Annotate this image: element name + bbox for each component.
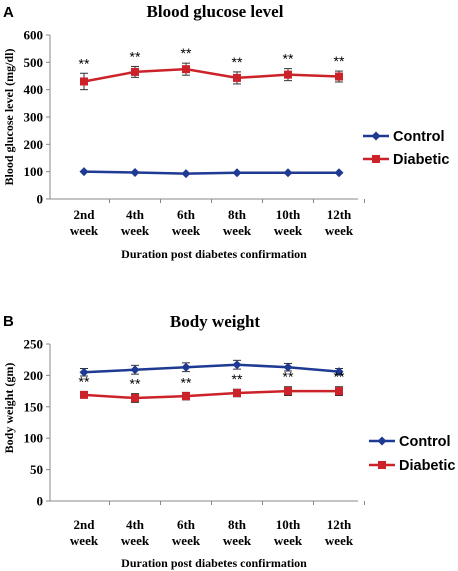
- y-tick-label: 50: [30, 462, 43, 477]
- significance-label: **: [232, 54, 243, 70]
- y-tick-label: 0: [37, 494, 44, 509]
- x-tick-label: 8th: [228, 207, 247, 222]
- x-tick-label: 6th: [177, 517, 196, 532]
- data-point-diabetic: [80, 390, 88, 399]
- data-point-control: [79, 367, 89, 377]
- data-point-diabetic: [284, 70, 292, 79]
- x-tick-label: week: [325, 223, 354, 238]
- series-line-diabetic: [83, 67, 340, 83]
- data-point-diabetic: [131, 394, 139, 403]
- legend-label-diabetic: Diabetic: [399, 458, 455, 474]
- legend-marker-diabetic: [372, 155, 380, 163]
- x-tick-label: week: [121, 223, 150, 238]
- x-tick-label: 4th: [126, 207, 145, 222]
- significance-label: **: [334, 53, 345, 69]
- y-tick-label: 100: [24, 164, 44, 179]
- x-tick-label: 12th: [327, 207, 352, 222]
- legend-label-control: Control: [393, 129, 445, 145]
- y-tick-label: 200: [24, 368, 44, 383]
- data-point-control: [181, 362, 191, 372]
- legend-marker-control: [377, 436, 387, 446]
- x-tick-label: week: [121, 533, 150, 548]
- x-tick-label: week: [70, 223, 99, 238]
- x-tick-label: 10th: [276, 517, 301, 532]
- data-point-control: [232, 168, 242, 178]
- y-tick-label: 300: [24, 110, 44, 125]
- panel-label-a: A: [3, 4, 14, 21]
- data-point-control: [130, 167, 140, 177]
- significance-label: **: [181, 374, 192, 390]
- data-point-diabetic: [80, 77, 88, 86]
- data-point-diabetic: [335, 387, 343, 396]
- significance-label: **: [130, 376, 141, 392]
- y-tick-label: 150: [24, 399, 44, 414]
- legend-label-diabetic: Diabetic: [393, 152, 449, 168]
- legend-marker-diabetic: [378, 461, 386, 469]
- x-tick-label: 4th: [126, 517, 145, 532]
- chart-title-b: Body weight: [170, 312, 261, 331]
- data-point-diabetic: [335, 72, 343, 81]
- y-tick-label: 100: [24, 431, 44, 446]
- x-tick-label: week: [325, 533, 354, 548]
- x-tick-label: week: [274, 533, 303, 548]
- y-tick-label: 500: [24, 55, 44, 70]
- legend-label-control: Control: [399, 434, 451, 450]
- data-point-control: [181, 169, 191, 179]
- data-point-control: [232, 360, 242, 370]
- data-point-control: [130, 365, 140, 375]
- y-tick-label: 400: [24, 82, 44, 97]
- y-axis-title-b: Body weight (gm): [2, 363, 16, 454]
- significance-label: **: [79, 374, 90, 390]
- significance-label: **: [181, 45, 192, 61]
- data-point-control: [334, 367, 344, 377]
- data-point-control: [283, 168, 293, 178]
- significance-label: **: [130, 48, 141, 64]
- x-tick-label: week: [223, 533, 252, 548]
- data-point-diabetic: [182, 392, 190, 401]
- x-tick-label: week: [70, 533, 99, 548]
- significance-label: **: [283, 51, 294, 67]
- x-tick-label: week: [274, 223, 303, 238]
- y-tick-label: 0: [37, 192, 44, 207]
- series-line-control: [83, 363, 340, 374]
- significance-label: **: [283, 369, 294, 385]
- legend-marker-control: [371, 131, 381, 141]
- panel-label-b: B: [3, 313, 14, 330]
- significance-label: **: [79, 55, 90, 71]
- series-line-diabetic: [83, 389, 339, 400]
- data-point-diabetic: [182, 65, 190, 74]
- y-tick-label: 200: [24, 137, 44, 152]
- data-point-control: [334, 168, 344, 178]
- x-tick-label: 2nd: [74, 517, 96, 532]
- x-tick-label: 12th: [327, 517, 352, 532]
- series-line-control: [83, 170, 339, 175]
- data-point-control: [79, 167, 89, 177]
- x-axis-title-a: Duration post diabetes confirmation: [121, 247, 307, 261]
- y-tick-label: 600: [24, 28, 44, 43]
- x-tick-label: 6th: [177, 207, 196, 222]
- x-tick-label: 8th: [228, 517, 247, 532]
- significance-label: **: [232, 371, 243, 387]
- y-tick-label: 250: [24, 337, 44, 352]
- data-point-diabetic: [233, 73, 241, 82]
- plot-layer: 01002003004005006002ndweek4thweek6thweek…: [24, 28, 456, 549]
- data-point-diabetic: [284, 387, 292, 396]
- data-point-diabetic: [233, 388, 241, 397]
- x-tick-label: 10th: [276, 207, 301, 222]
- x-tick-label: 2nd: [74, 207, 96, 222]
- data-point-control: [283, 362, 293, 372]
- x-tick-label: week: [223, 223, 252, 238]
- x-tick-label: week: [172, 223, 201, 238]
- data-point-diabetic: [131, 67, 139, 76]
- significance-label: **: [334, 369, 345, 385]
- x-axis-title-b: Duration post diabetes confirmation: [121, 556, 307, 570]
- chart-title-a: Blood glucose level: [147, 2, 284, 21]
- x-tick-label: week: [172, 533, 201, 548]
- y-axis-title-a: Blood glucose level (mg/dl): [2, 49, 16, 186]
